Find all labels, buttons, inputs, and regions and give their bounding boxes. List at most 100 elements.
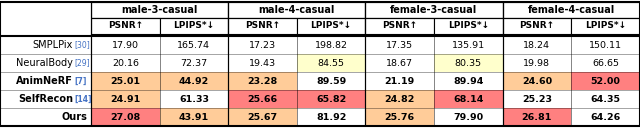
Text: PSNR↑: PSNR↑ <box>382 22 417 31</box>
Text: 25.66: 25.66 <box>248 94 278 103</box>
Bar <box>0 36 91 54</box>
Bar <box>228 2 365 18</box>
Text: 64.35: 64.35 <box>591 94 621 103</box>
Bar <box>502 54 571 72</box>
Text: 20.16: 20.16 <box>112 59 139 67</box>
Bar <box>0 54 91 72</box>
Bar <box>571 72 640 90</box>
Text: 21.19: 21.19 <box>385 76 415 86</box>
Text: 61.33: 61.33 <box>179 94 209 103</box>
Text: NeuralBody: NeuralBody <box>16 58 73 68</box>
Text: 72.37: 72.37 <box>180 59 207 67</box>
Bar <box>228 108 297 126</box>
Text: 25.01: 25.01 <box>110 76 140 86</box>
Bar <box>91 2 228 18</box>
Bar <box>434 36 502 54</box>
Bar <box>0 72 91 90</box>
Bar <box>571 108 640 126</box>
Bar <box>228 90 297 108</box>
Bar <box>228 54 297 72</box>
Text: SelfRecon: SelfRecon <box>18 94 73 104</box>
Bar <box>228 36 297 54</box>
Bar <box>365 90 434 108</box>
Text: 25.76: 25.76 <box>385 113 415 122</box>
Text: 27.08: 27.08 <box>110 113 140 122</box>
Bar <box>297 18 365 34</box>
Text: 79.90: 79.90 <box>453 113 483 122</box>
Text: 17.35: 17.35 <box>386 40 413 50</box>
Bar <box>297 54 365 72</box>
Text: female-3-casual: female-3-casual <box>390 5 477 15</box>
Text: 198.82: 198.82 <box>315 40 348 50</box>
Text: 44.92: 44.92 <box>179 76 209 86</box>
Text: 18.24: 18.24 <box>524 40 550 50</box>
Bar <box>365 2 502 18</box>
Text: LPIPS*↓: LPIPS*↓ <box>173 22 214 31</box>
Bar <box>0 90 91 108</box>
Text: 26.81: 26.81 <box>522 113 552 122</box>
Bar <box>434 108 502 126</box>
Text: male-3-casual: male-3-casual <box>122 5 198 15</box>
Text: 135.91: 135.91 <box>452 40 485 50</box>
Bar <box>0 108 91 126</box>
Text: PSNR↑: PSNR↑ <box>108 22 143 31</box>
Bar <box>159 108 228 126</box>
Text: 24.82: 24.82 <box>385 94 415 103</box>
Bar <box>365 54 434 72</box>
Text: 23.28: 23.28 <box>248 76 278 86</box>
Bar <box>91 36 159 54</box>
Text: PSNR↑: PSNR↑ <box>245 22 280 31</box>
Text: 19.98: 19.98 <box>524 59 550 67</box>
Bar <box>502 2 640 18</box>
Text: 19.43: 19.43 <box>249 59 276 67</box>
Text: female-4-casual: female-4-casual <box>527 5 615 15</box>
Text: Ours: Ours <box>61 112 87 122</box>
Text: male-4-casual: male-4-casual <box>259 5 335 15</box>
Text: 64.26: 64.26 <box>590 113 621 122</box>
Text: AnimNeRF: AnimNeRF <box>16 76 73 86</box>
Bar <box>434 54 502 72</box>
Text: 17.23: 17.23 <box>249 40 276 50</box>
Text: 65.82: 65.82 <box>316 94 346 103</box>
Bar <box>502 108 571 126</box>
Text: 66.65: 66.65 <box>592 59 619 67</box>
Bar <box>365 18 434 34</box>
Text: 25.23: 25.23 <box>522 94 552 103</box>
Text: PSNR↑: PSNR↑ <box>519 22 554 31</box>
Text: LPIPS*↓: LPIPS*↓ <box>448 22 489 31</box>
Bar <box>434 18 502 34</box>
Bar <box>0 2 91 34</box>
Bar <box>502 18 571 34</box>
Text: 24.91: 24.91 <box>110 94 140 103</box>
Bar <box>228 72 297 90</box>
Bar <box>571 54 640 72</box>
Text: [29]: [29] <box>74 59 90 67</box>
Bar <box>365 36 434 54</box>
Bar <box>91 108 159 126</box>
Bar <box>159 90 228 108</box>
Bar <box>297 36 365 54</box>
Bar <box>365 108 434 126</box>
Text: 43.91: 43.91 <box>179 113 209 122</box>
Text: 68.14: 68.14 <box>453 94 483 103</box>
Bar <box>91 18 159 34</box>
Bar <box>297 108 365 126</box>
Text: 18.67: 18.67 <box>386 59 413 67</box>
Bar <box>159 18 228 34</box>
Text: 84.55: 84.55 <box>317 59 344 67</box>
Bar <box>159 54 228 72</box>
Bar <box>502 72 571 90</box>
Bar <box>159 36 228 54</box>
Bar <box>434 72 502 90</box>
Bar <box>297 90 365 108</box>
Text: LPIPS*↓: LPIPS*↓ <box>310 22 351 31</box>
Text: 25.67: 25.67 <box>248 113 278 122</box>
Bar <box>434 90 502 108</box>
Bar <box>365 72 434 90</box>
Bar <box>91 54 159 72</box>
Bar <box>297 72 365 90</box>
Text: [7]: [7] <box>74 76 86 86</box>
Text: 81.92: 81.92 <box>316 113 346 122</box>
Bar <box>91 90 159 108</box>
Text: [30]: [30] <box>74 40 90 50</box>
